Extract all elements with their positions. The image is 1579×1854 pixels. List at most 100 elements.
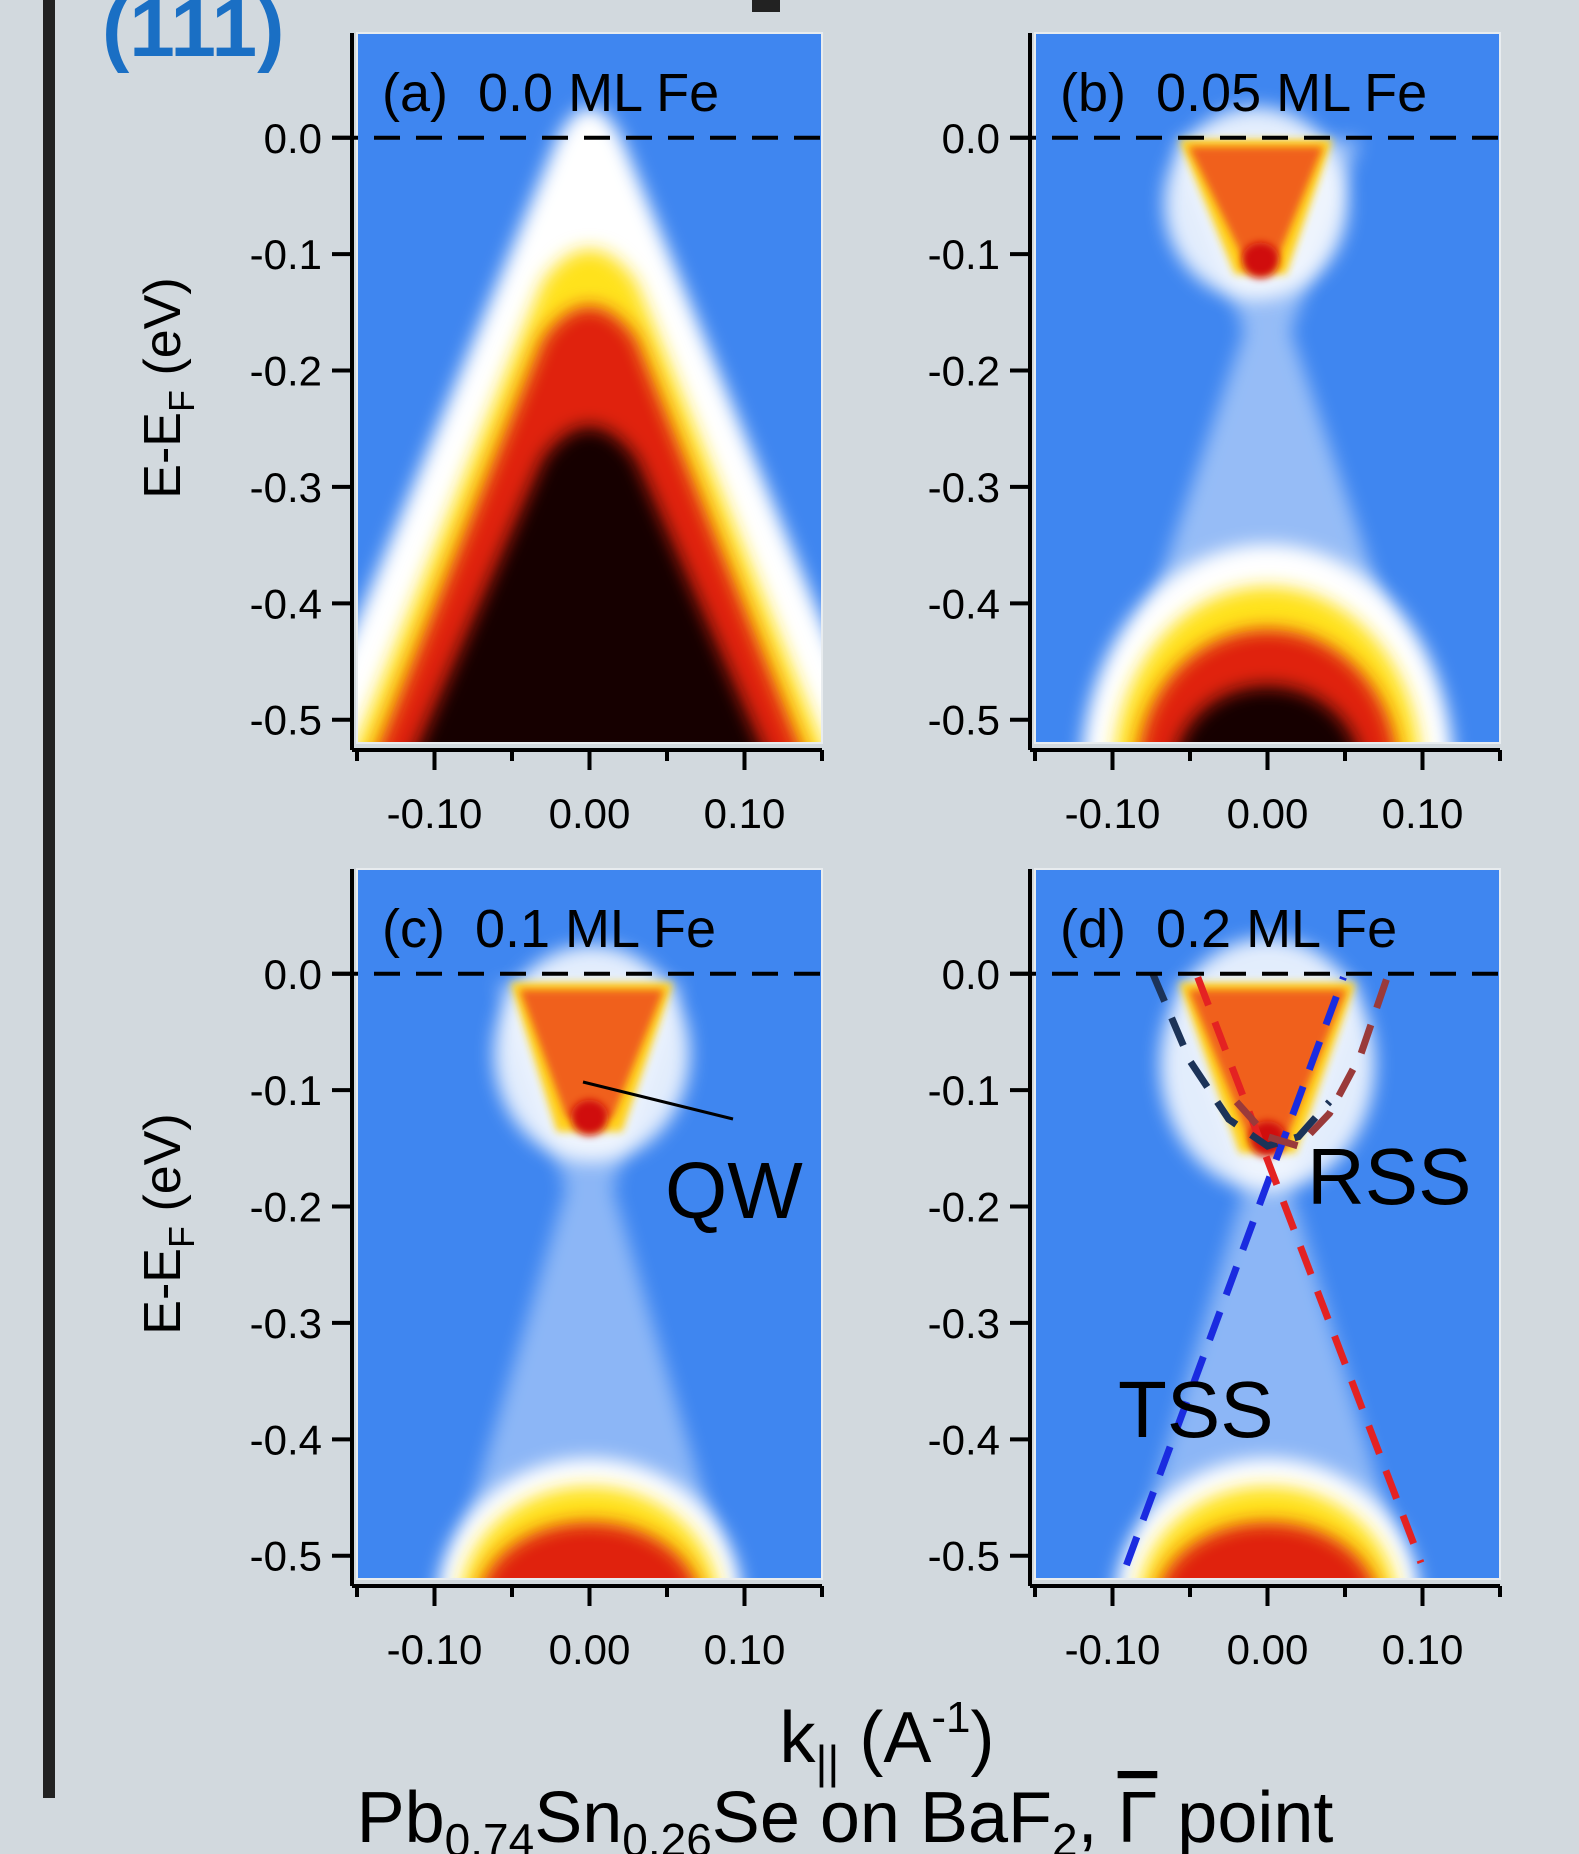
intensity-band xyxy=(1241,242,1280,278)
panel-border xyxy=(1034,868,1501,1580)
panel-title: (d) 0.2 ML Fe xyxy=(1060,899,1397,959)
x-tick-label: 0.10 xyxy=(704,1626,786,1673)
top-mark xyxy=(752,0,780,12)
caption-part: point xyxy=(1157,1778,1333,1854)
y-tick-label: -0.1 xyxy=(928,231,1000,278)
intensity-glow xyxy=(450,982,729,1579)
y-label-sub: F xyxy=(161,390,202,412)
caption-gamma: Γ xyxy=(1118,1778,1158,1854)
intensity-band xyxy=(1188,989,1347,1139)
x-tick-label: 0.00 xyxy=(549,1626,631,1673)
caption: Pb0.74Sn0.26Se on BaF2, Γ point xyxy=(357,1778,1334,1854)
y-tick-label: -0.4 xyxy=(250,1416,322,1463)
caption-sub: 0.26 xyxy=(622,1814,712,1854)
annotation: QW xyxy=(665,1146,803,1235)
dispersion-line xyxy=(1194,975,1425,1564)
y-tick-label: -0.4 xyxy=(928,1416,1000,1463)
y-label-part: (eV) xyxy=(134,277,192,390)
dispersion-line xyxy=(1123,976,1347,1567)
x-label-sup: -1 xyxy=(931,1693,970,1742)
x-tick-label: -0.10 xyxy=(1065,1626,1161,1673)
x-tick-label: -0.10 xyxy=(1065,790,1161,837)
intensity-band xyxy=(1179,686,1356,743)
intensity-band xyxy=(484,1522,695,1579)
panel: 0.0 -0.1 -0.2 -0.3 -0.4 -0.5 -0.10 0.00 0.10 (a) … xyxy=(134,32,824,837)
panel-title: (a) 0.0 ML Fe xyxy=(382,63,719,123)
y-label-part: E-E xyxy=(134,1248,192,1335)
intensity-band xyxy=(570,1099,609,1136)
dispersion-line xyxy=(1149,972,1333,1150)
x-axis-label: k|| (A-1) xyxy=(779,1693,994,1788)
caption-sub: 2 xyxy=(1052,1814,1078,1854)
y-tick-label: 0.0 xyxy=(264,951,322,998)
panel: 0.0 -0.1 -0.2 -0.3 -0.4 -0.5 -0.10 0.00 0.10 (d) … xyxy=(928,868,1502,1673)
y-tick-label: -0.2 xyxy=(250,348,322,395)
plot-area xyxy=(1035,869,1500,1579)
annotation: TSS xyxy=(1118,1365,1274,1454)
y-label-part: E-E xyxy=(134,412,192,499)
intensity-band xyxy=(1188,146,1324,261)
panel: 0.0 -0.1 -0.2 -0.3 -0.4 -0.5 -0.10 0.00 0.10 (b) … xyxy=(928,32,1502,837)
x-label-part: k xyxy=(779,1698,816,1778)
x-label-part: ) xyxy=(971,1698,995,1778)
x-label-part: (A xyxy=(839,1698,931,1778)
x-tick-label: 0.00 xyxy=(1227,1626,1309,1673)
x-tick-label: -0.10 xyxy=(387,1626,483,1673)
y-tick-label: -0.1 xyxy=(250,1067,322,1114)
y-tick-label: 0.0 xyxy=(942,951,1000,998)
caption-part: Sn xyxy=(534,1778,622,1854)
plot-area xyxy=(357,33,822,743)
y-tick-label: -0.3 xyxy=(250,464,322,511)
intensity-glow xyxy=(1128,982,1407,1579)
y-tick-label: -0.5 xyxy=(250,697,322,744)
caption-part: Se on BaF xyxy=(712,1778,1052,1854)
y-tick-label: -0.5 xyxy=(928,697,1000,744)
intensity-band xyxy=(419,427,760,743)
plot-area xyxy=(1035,33,1500,743)
y-axis-label: E-EF (eV) xyxy=(134,277,202,498)
panel-border xyxy=(1034,32,1501,744)
y-label-part: (eV) xyxy=(134,1113,192,1226)
y-tick-label: -0.2 xyxy=(928,1184,1000,1231)
y-label-sub: F xyxy=(161,1226,202,1248)
x-tick-label: -0.10 xyxy=(387,790,483,837)
y-tick-label: -0.5 xyxy=(250,1533,322,1580)
y-axis-label: E-EF (eV) xyxy=(134,1113,202,1334)
panel-title: (b) 0.05 ML Fe xyxy=(1060,63,1427,123)
y-tick-label: -0.4 xyxy=(250,580,322,627)
y-tick-label: -0.1 xyxy=(928,1067,1000,1114)
intensity-band xyxy=(1162,1522,1373,1579)
plot-area xyxy=(357,869,822,1579)
annotation: RSS xyxy=(1307,1132,1472,1221)
caption-part: Pb xyxy=(357,1778,445,1854)
side-bar xyxy=(43,0,55,1798)
intensity-band xyxy=(519,989,664,1118)
panel-border xyxy=(356,868,823,1580)
x-tick-label: 0.10 xyxy=(1382,1626,1464,1673)
x-tick-label: 0.10 xyxy=(704,790,786,837)
y-tick-label: -0.5 xyxy=(928,1533,1000,1580)
caption-part: , xyxy=(1078,1778,1118,1854)
y-tick-label: -0.2 xyxy=(250,1184,322,1231)
annotation-pointer xyxy=(582,1080,734,1121)
panel: 0.0 -0.1 -0.2 -0.3 -0.4 -0.5 -0.10 0.00 0.10 (c) … xyxy=(134,868,824,1673)
caption-sub: 0.74 xyxy=(445,1814,535,1854)
y-tick-label: -0.3 xyxy=(928,464,1000,511)
dispersion-line xyxy=(1233,972,1392,1150)
header-label: (111) xyxy=(102,0,284,74)
y-tick-label: -0.4 xyxy=(928,580,1000,627)
y-tick-label: -0.2 xyxy=(928,348,1000,395)
x-label-sub: || xyxy=(815,1736,839,1788)
panel-title: (c) 0.1 ML Fe xyxy=(382,899,716,959)
y-tick-label: -0.3 xyxy=(928,1300,1000,1347)
x-tick-label: 0.00 xyxy=(549,790,631,837)
y-tick-label: 0.0 xyxy=(942,115,1000,162)
x-tick-label: 0.00 xyxy=(1227,790,1309,837)
y-tick-label: -0.3 xyxy=(250,1300,322,1347)
panel-border xyxy=(356,32,823,744)
y-tick-label: 0.0 xyxy=(264,115,322,162)
y-tick-label: -0.1 xyxy=(250,231,322,278)
x-tick-label: 0.10 xyxy=(1382,790,1464,837)
